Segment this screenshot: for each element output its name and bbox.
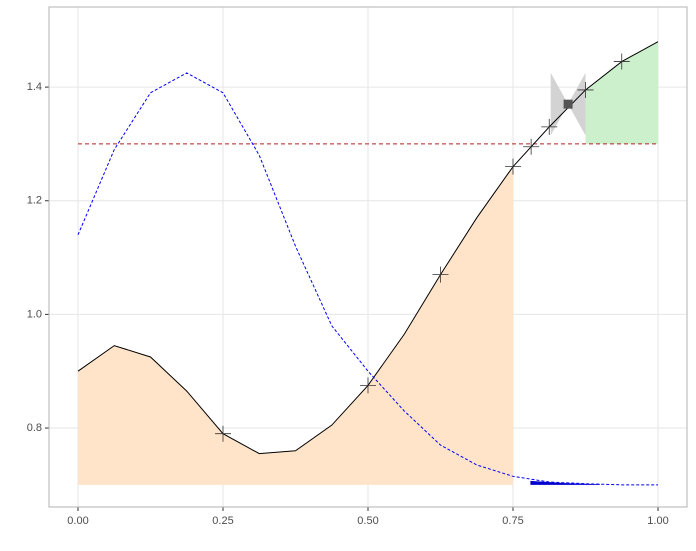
y-tick-label: 1.2 [27, 195, 42, 207]
point [360, 377, 376, 394]
area [585, 41, 658, 144]
x-tick-label: 1.00 [647, 515, 668, 527]
x-tick-label: 0.75 [502, 515, 523, 527]
x-tick-label: 0.25 [212, 515, 233, 527]
point [541, 118, 558, 135]
point [613, 53, 630, 70]
y-tick-label: 0.8 [27, 422, 42, 434]
x-tick-label: 0.50 [357, 515, 378, 527]
y-tick-label: 1.0 [27, 308, 42, 320]
point [523, 138, 540, 155]
y-tick-label: 1.4 [27, 81, 42, 93]
point [577, 81, 594, 98]
marker [563, 99, 573, 109]
point [432, 266, 449, 283]
x-tick-label: 0.00 [67, 515, 88, 527]
point [215, 425, 231, 442]
point [505, 158, 521, 175]
area [78, 166, 513, 485]
panel-border [48, 6, 688, 508]
series-line [77, 72, 658, 486]
